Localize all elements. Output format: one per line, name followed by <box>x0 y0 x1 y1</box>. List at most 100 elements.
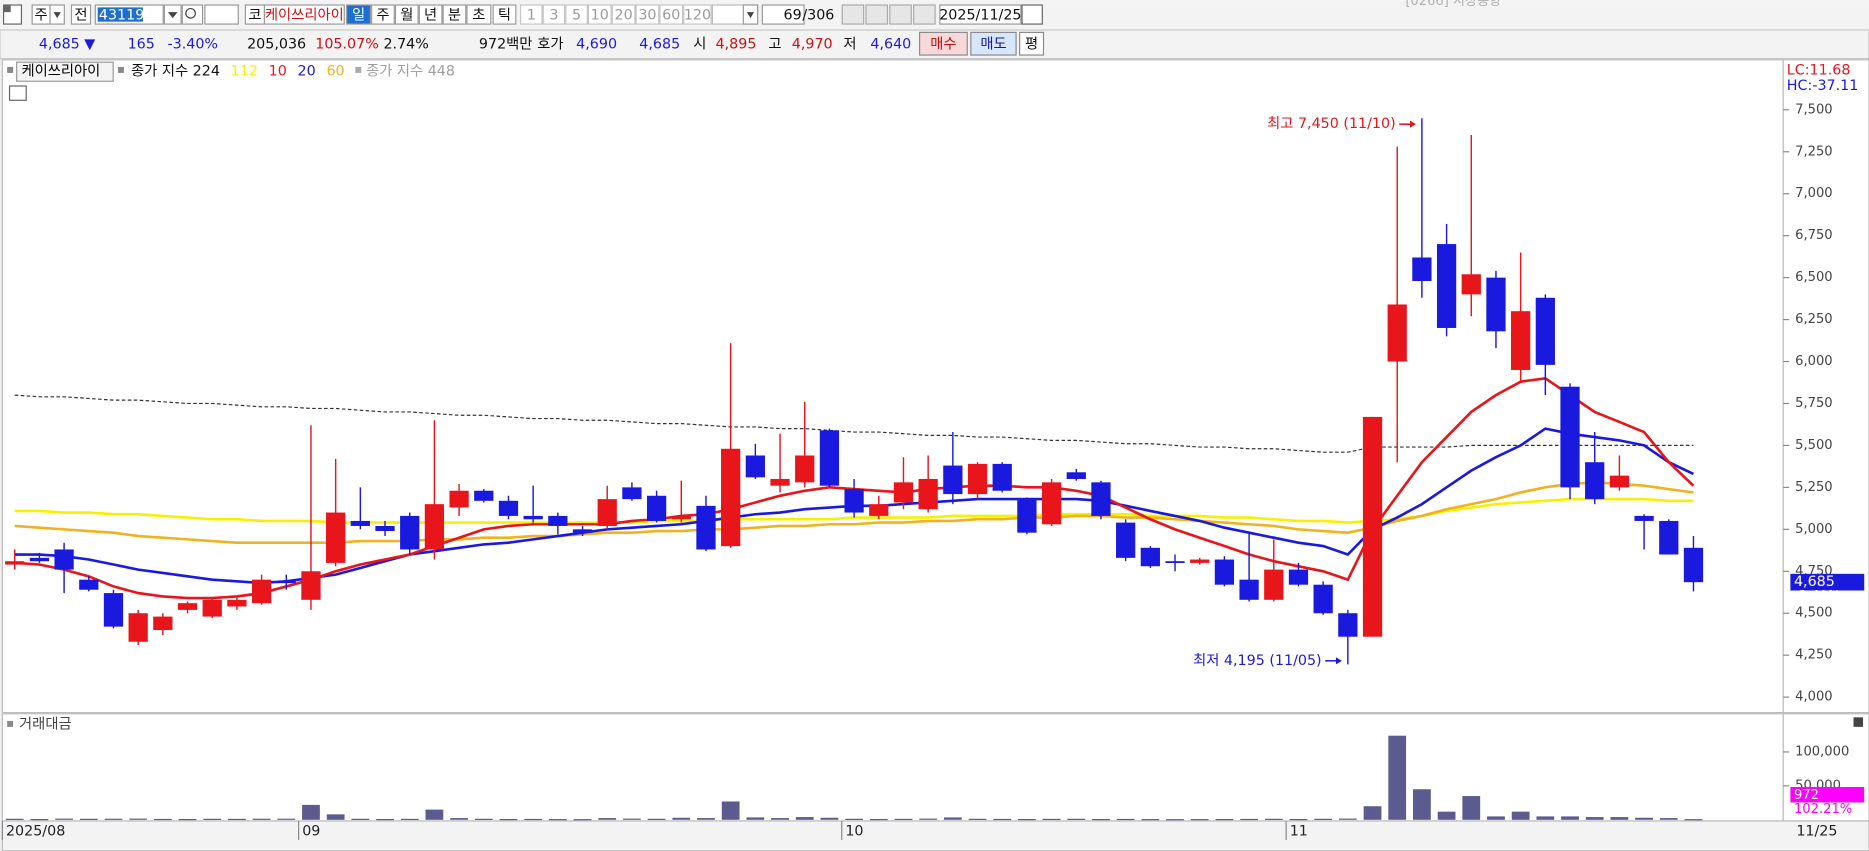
candle-body <box>572 529 593 533</box>
toolbar-button[interactable] <box>394 4 419 25</box>
toolbar-button[interactable] <box>371 4 395 25</box>
quote-avg-button[interactable] <box>1019 31 1045 56</box>
volume-bar <box>623 818 641 820</box>
volume-bar <box>1067 818 1086 820</box>
toolbar-button[interactable] <box>263 4 345 25</box>
settings-button[interactable] <box>913 4 936 25</box>
volume-bar <box>400 818 419 821</box>
x-tick-label: 09 <box>302 824 320 840</box>
quote-low-label: 저 <box>843 35 856 52</box>
toolbar-button[interactable] <box>635 4 660 25</box>
volume-bar <box>1610 817 1629 820</box>
candle-body <box>1017 499 1037 533</box>
quote-change-pct: -3.40% <box>167 36 218 52</box>
toolbar-button[interactable] <box>761 4 805 25</box>
toolbar-button[interactable] <box>587 4 612 25</box>
quote-amount: 972백만 <box>479 35 533 52</box>
legend-entry[interactable]: 112 <box>231 64 258 80</box>
volume-bar <box>104 818 123 820</box>
volume-bar <box>1437 811 1456 820</box>
toolbar-button[interactable] <box>565 4 588 25</box>
toolbar-button[interactable] <box>519 4 543 25</box>
quote-sell-label[interactable]: 매도 <box>980 35 1006 52</box>
x-axis-bar <box>1 820 1869 851</box>
candle-body <box>1338 613 1358 637</box>
quote-buy-label[interactable]: 매수 <box>930 35 956 52</box>
candle-body <box>1190 559 1210 563</box>
candle-body <box>400 515 420 550</box>
price-panel <box>1 59 1784 714</box>
toolbar-button[interactable] <box>659 4 684 25</box>
candle-body <box>276 581 296 584</box>
candle-body <box>1066 472 1086 479</box>
toolbar-button[interactable] <box>442 4 467 25</box>
last-volume-label: 972 <box>1794 788 1819 803</box>
toolbar-label: 2025/11/25 <box>939 8 1021 24</box>
candle-body <box>1288 569 1309 585</box>
quote-sell-button[interactable] <box>970 31 1017 56</box>
legend-entry[interactable]: 10 <box>269 64 287 80</box>
candle-body <box>1214 559 1235 585</box>
candle-body <box>424 504 445 550</box>
volume-bar <box>1635 817 1653 820</box>
quote-avg-label[interactable]: 평 <box>1025 35 1038 52</box>
table-icon[interactable] <box>8 85 27 101</box>
volume-bar <box>1264 818 1283 820</box>
toolbar-button[interactable] <box>939 4 1022 25</box>
y-tick-label: 6,250 <box>1795 312 1833 327</box>
legend-title[interactable]: 케이쓰리아이 <box>21 63 100 80</box>
quote-ask: 4,690 <box>576 36 617 52</box>
toolbar-label: 120 <box>684 8 711 24</box>
toolbar-button[interactable] <box>542 4 566 25</box>
lc-label: LC:11.68 <box>1787 63 1851 79</box>
candle-body <box>646 495 667 521</box>
toolbar-button[interactable] <box>466 4 492 25</box>
calendar-button[interactable] <box>1021 4 1043 25</box>
sound-button[interactable] <box>204 4 239 25</box>
save-button[interactable] <box>889 4 912 25</box>
candle-body <box>1264 569 1284 600</box>
tool-button[interactable] <box>841 4 865 25</box>
toolbar-button[interactable] <box>70 4 92 25</box>
legend-entry-disabled[interactable]: 종가 지수 448 <box>366 63 455 80</box>
toolbar-button[interactable] <box>611 4 636 25</box>
legend-title-box[interactable] <box>16 61 114 82</box>
volume-bar <box>425 809 444 820</box>
toolbar-button[interactable] <box>346 4 372 25</box>
y-tick-label: 5,750 <box>1795 396 1833 411</box>
toolbar-label: 분 <box>448 8 461 24</box>
toolbar-label: 월 <box>400 7 413 24</box>
legend-entry[interactable]: 종가 지수 224 <box>131 63 220 80</box>
legend-entry[interactable]: 20 <box>298 64 316 80</box>
volume-bar <box>30 818 49 821</box>
panel-close[interactable] <box>1853 717 1864 727</box>
volume-bar <box>1240 818 1258 821</box>
tool-button[interactable] <box>865 4 889 25</box>
candle-body <box>696 505 716 550</box>
toolbar-button[interactable] <box>683 4 712 25</box>
date-label: 11/25 <box>1796 824 1837 840</box>
candle-body <box>597 499 617 526</box>
toolbar-button[interactable] <box>492 4 517 25</box>
quote-buy-button[interactable] <box>919 31 968 56</box>
toolbar-label: 5 <box>572 8 581 24</box>
legend-bullet <box>7 66 14 73</box>
legend-entry[interactable]: 60 <box>326 64 344 80</box>
tab-title[interactable]: [0266] 시장동향 <box>1405 0 1501 9</box>
volume-title[interactable]: 거래대금 <box>19 715 72 732</box>
candle-body <box>1165 561 1185 563</box>
search-button[interactable] <box>181 4 204 25</box>
volume-bar <box>672 817 691 820</box>
volume-bar <box>573 819 592 821</box>
volume-bar <box>376 818 394 821</box>
volume-bar <box>1536 816 1555 820</box>
volume-bar <box>252 818 271 820</box>
y-tick-label: 4,000 <box>1795 690 1833 705</box>
annotation: 최고 7,450 (11/10) <box>1267 115 1396 132</box>
toolbar-button[interactable] <box>418 4 443 25</box>
candle-body <box>1609 475 1630 488</box>
candle-body <box>893 482 914 503</box>
quote-open: 4,895 <box>716 36 757 52</box>
volume-bar <box>1092 818 1110 821</box>
